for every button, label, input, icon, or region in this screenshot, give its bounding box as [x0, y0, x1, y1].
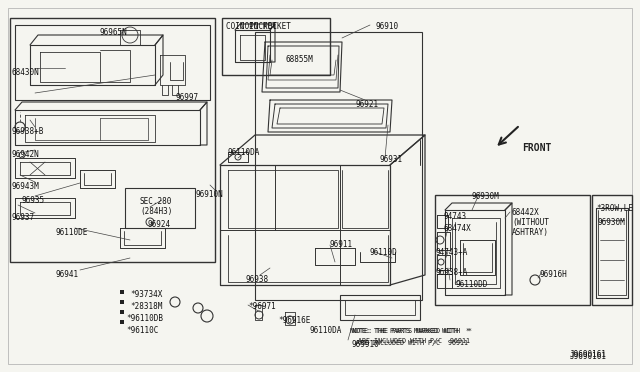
- Text: 68430N: 68430N: [12, 68, 40, 77]
- Bar: [120, 310, 124, 314]
- Text: ARE INCLUDED WITH P/C  96911: ARE INCLUDED WITH P/C 96911: [358, 338, 470, 344]
- Text: ARE INCLUDED WITH P/C  96911: ARE INCLUDED WITH P/C 96911: [356, 340, 468, 346]
- Text: 96910N: 96910N: [195, 190, 223, 199]
- Text: *96110DB: *96110DB: [126, 314, 163, 323]
- Text: NOTE: THE PARTS MARKED WITH  *: NOTE: THE PARTS MARKED WITH *: [352, 328, 472, 334]
- Text: (WITHOUT: (WITHOUT: [512, 218, 549, 227]
- Text: *96110C: *96110C: [126, 326, 158, 335]
- Bar: [222, 18, 330, 75]
- Text: 96921: 96921: [355, 100, 378, 109]
- Text: 96942N: 96942N: [12, 150, 40, 159]
- Text: 96937: 96937: [12, 213, 35, 222]
- Text: 96935: 96935: [22, 196, 45, 205]
- Text: 96965N: 96965N: [100, 28, 128, 37]
- Bar: [120, 290, 124, 294]
- Bar: [340, 295, 420, 320]
- Bar: [435, 195, 590, 305]
- Text: NOTE: THE PARTS MARKED WITH  *: NOTE: THE PARTS MARKED WITH *: [350, 328, 470, 334]
- Bar: [125, 188, 195, 228]
- Text: J9690161: J9690161: [570, 352, 607, 361]
- Text: *96916E: *96916E: [278, 316, 310, 325]
- Text: 96943M: 96943M: [12, 182, 40, 191]
- Text: *28318M: *28318M: [130, 302, 163, 311]
- Text: ASHTRAY): ASHTRAY): [512, 228, 549, 237]
- Text: 96916H: 96916H: [540, 270, 568, 279]
- Text: COIN POCKET: COIN POCKET: [240, 22, 291, 31]
- Text: *3ROW,LE: *3ROW,LE: [596, 204, 633, 213]
- Text: 96931: 96931: [380, 155, 403, 164]
- Text: 96110DA: 96110DA: [310, 326, 342, 335]
- Text: J9690161: J9690161: [570, 350, 607, 359]
- Text: SEC.280: SEC.280: [140, 197, 172, 206]
- Text: 96911: 96911: [330, 240, 353, 249]
- Text: 96930M: 96930M: [472, 192, 500, 201]
- Text: 96930M: 96930M: [598, 218, 626, 227]
- Text: 96910: 96910: [375, 22, 398, 31]
- Bar: [15, 25, 210, 100]
- Text: 68442X: 68442X: [512, 208, 540, 217]
- Text: 96110D: 96110D: [370, 248, 397, 257]
- Text: 68474X: 68474X: [443, 224, 471, 233]
- Text: (284H3): (284H3): [140, 207, 172, 216]
- Text: 96110DE: 96110DE: [55, 228, 88, 237]
- Text: 96938+B: 96938+B: [12, 127, 44, 136]
- Bar: [120, 300, 124, 304]
- Text: 96938+A: 96938+A: [436, 268, 468, 277]
- Text: *96971: *96971: [248, 302, 276, 311]
- Text: FRONT: FRONT: [522, 143, 552, 153]
- Text: 96997: 96997: [175, 93, 198, 102]
- Text: 94743+A: 94743+A: [436, 248, 468, 257]
- Text: 96110DA: 96110DA: [228, 148, 260, 157]
- Text: 68855M: 68855M: [285, 55, 313, 64]
- Bar: [255, 32, 422, 300]
- Text: COIN POCKET: COIN POCKET: [226, 22, 277, 31]
- Bar: [592, 195, 632, 305]
- Text: 96924: 96924: [148, 220, 171, 229]
- Text: 96110DD: 96110DD: [455, 280, 488, 289]
- Text: 969910: 969910: [352, 340, 380, 349]
- Bar: [10, 18, 215, 262]
- Text: *93734X: *93734X: [130, 290, 163, 299]
- Text: 96938: 96938: [245, 275, 268, 284]
- Text: 94743: 94743: [443, 212, 466, 221]
- Text: 96941: 96941: [55, 270, 78, 279]
- Bar: [120, 320, 124, 324]
